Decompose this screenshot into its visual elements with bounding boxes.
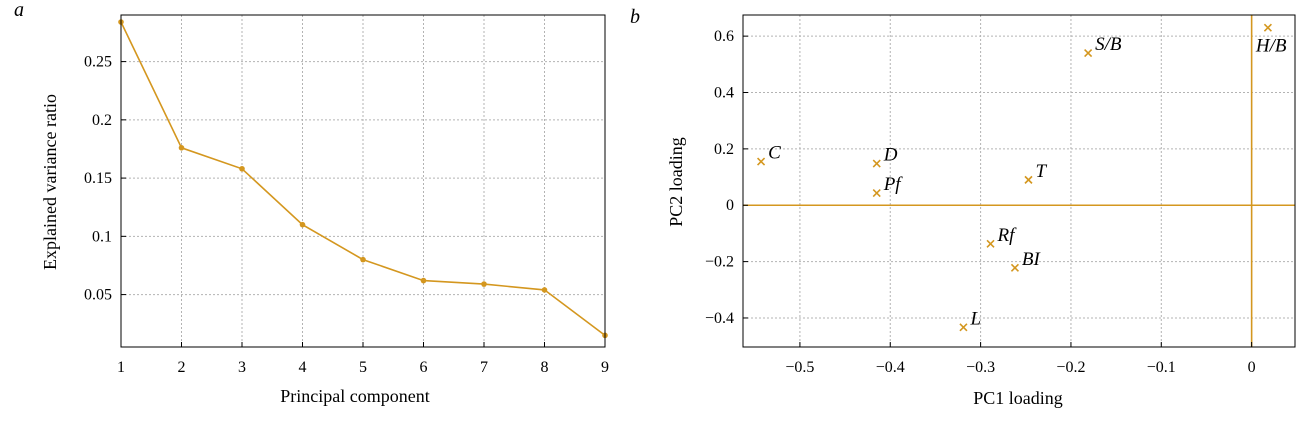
panel-a-x-tick-label: 1 (117, 359, 125, 376)
panel-b-point-marker (959, 323, 968, 332)
panel-b-y-axis-title: PC2 loading (666, 137, 686, 227)
panel-b-point-label: Pf (883, 174, 904, 195)
panel-b-point-marker (1024, 175, 1033, 184)
panel-a-y-tick-label: 0.05 (84, 287, 112, 304)
panel-b-point-label: Rf (997, 225, 1018, 246)
panel-b-point: S/B (1084, 34, 1122, 58)
panel-b-point: D (872, 145, 898, 168)
panel-a-letter: a (14, 0, 24, 21)
panel-b-y-tick-label: −0.2 (705, 254, 734, 271)
panel-b-point-marker (757, 157, 766, 166)
panel-a-x-tick-label: 7 (480, 359, 488, 376)
panel-a-x-tick-label: 9 (601, 359, 609, 376)
panel-b-grid (743, 15, 1295, 347)
panel-b-point-label: L (969, 308, 981, 329)
panel-b-point-label: H/B (1255, 36, 1287, 57)
panel-a-y-ticks: 0.05 0.1 0.15 0.2 0.25 (84, 54, 126, 304)
panel-b-point-marker (986, 239, 995, 248)
panel-b-point-marker (872, 159, 881, 168)
panel-b-x-tick-label: −0.3 (966, 359, 995, 376)
panel-b-point: Pf (872, 174, 904, 198)
panel-b-x-ticks: −0.5 −0.4 −0.3 −0.2 −0.1 0 (785, 342, 1256, 376)
panel-b-point: Rf (986, 225, 1018, 248)
panel-b-point: C (757, 143, 781, 166)
panel-b-point-marker (1010, 263, 1020, 272)
panel-a-data-point (178, 145, 185, 151)
panel-b-letter: b (630, 6, 640, 28)
panel-b-zero-lines (743, 15, 1295, 347)
panel-b-x-tick-label: −0.4 (876, 359, 905, 376)
panel-a-data-point (239, 165, 245, 172)
panel-b-y-tick-label: −0.4 (705, 310, 734, 327)
panel-b-point-label: D (883, 145, 898, 166)
panel-b-point: T (1024, 161, 1047, 184)
panel-b-y-tick-label: 0 (726, 197, 734, 214)
panel-b-point-label: S/B (1095, 34, 1122, 55)
panel-a-x-tick-label: 2 (178, 359, 186, 376)
panel-a-series (118, 19, 608, 339)
panel-a-data-point (541, 287, 548, 293)
panel-a-x-tick-label: 3 (238, 359, 246, 376)
panel-b-point-marker (1084, 48, 1093, 58)
panel-b-point-marker (872, 189, 881, 198)
panel-a-grid (121, 15, 605, 347)
panel-a-data-point (299, 221, 306, 228)
panel-a-data-point (481, 281, 487, 287)
panel-a-x-tick-label: 4 (299, 359, 307, 376)
panel-b-x-tick-label: −0.2 (1056, 359, 1085, 376)
panel-a-y-axis-title: Explained variance ratio (40, 94, 60, 270)
panel-b-point-label: BI (1022, 249, 1042, 270)
panel-b-point-label: T (1035, 161, 1047, 182)
panel-a-data-point (360, 256, 366, 263)
panel-b-frame (742, 14, 1296, 348)
panel-b-point: L (959, 308, 981, 332)
panel-b-y-tick-label: 0.2 (714, 141, 734, 158)
panel-a-y-tick-label: 0.2 (92, 112, 112, 129)
panel-a-x-ticks: 1 2 3 4 5 6 7 8 9 (117, 342, 609, 376)
panel-b-x-tick-label: 0 (1248, 359, 1256, 376)
panel-b-point-label: C (768, 143, 781, 164)
panel-b-point-marker (1263, 23, 1272, 32)
panel-b-x-axis-title: PC1 loading (973, 388, 1063, 408)
panel-a-y-tick-label: 0.25 (84, 54, 112, 71)
panel-a-x-tick-label: 6 (420, 359, 428, 376)
panel-a-y-tick-label: 0.1 (92, 228, 112, 245)
panel-b-point: H/B (1255, 23, 1287, 57)
panel-b-x-tick-label: −0.1 (1147, 359, 1176, 376)
panel-a-x-tick-label: 8 (541, 359, 549, 376)
panel-a-x-tick-label: 5 (359, 359, 367, 376)
panel-a: a 1 2 3 4 5 6 7 8 9 0.05 0.1 0.15 0.2 0.25 Principal… (14, 0, 609, 406)
panel-b-x-tick-label: −0.5 (785, 359, 814, 376)
panel-b-point: BI (1010, 249, 1042, 272)
panel-b-y-tick-label: 0.6 (714, 28, 734, 45)
panel-b-y-ticks: −0.4 −0.2 0 0.2 0.4 0.6 (705, 28, 748, 327)
panel-a-data-point (420, 277, 427, 284)
panel-a-y-tick-label: 0.15 (84, 170, 112, 187)
panel-a-x-axis-title: Principal component (280, 386, 429, 406)
panel-b-y-tick-label: 0.4 (714, 85, 734, 102)
